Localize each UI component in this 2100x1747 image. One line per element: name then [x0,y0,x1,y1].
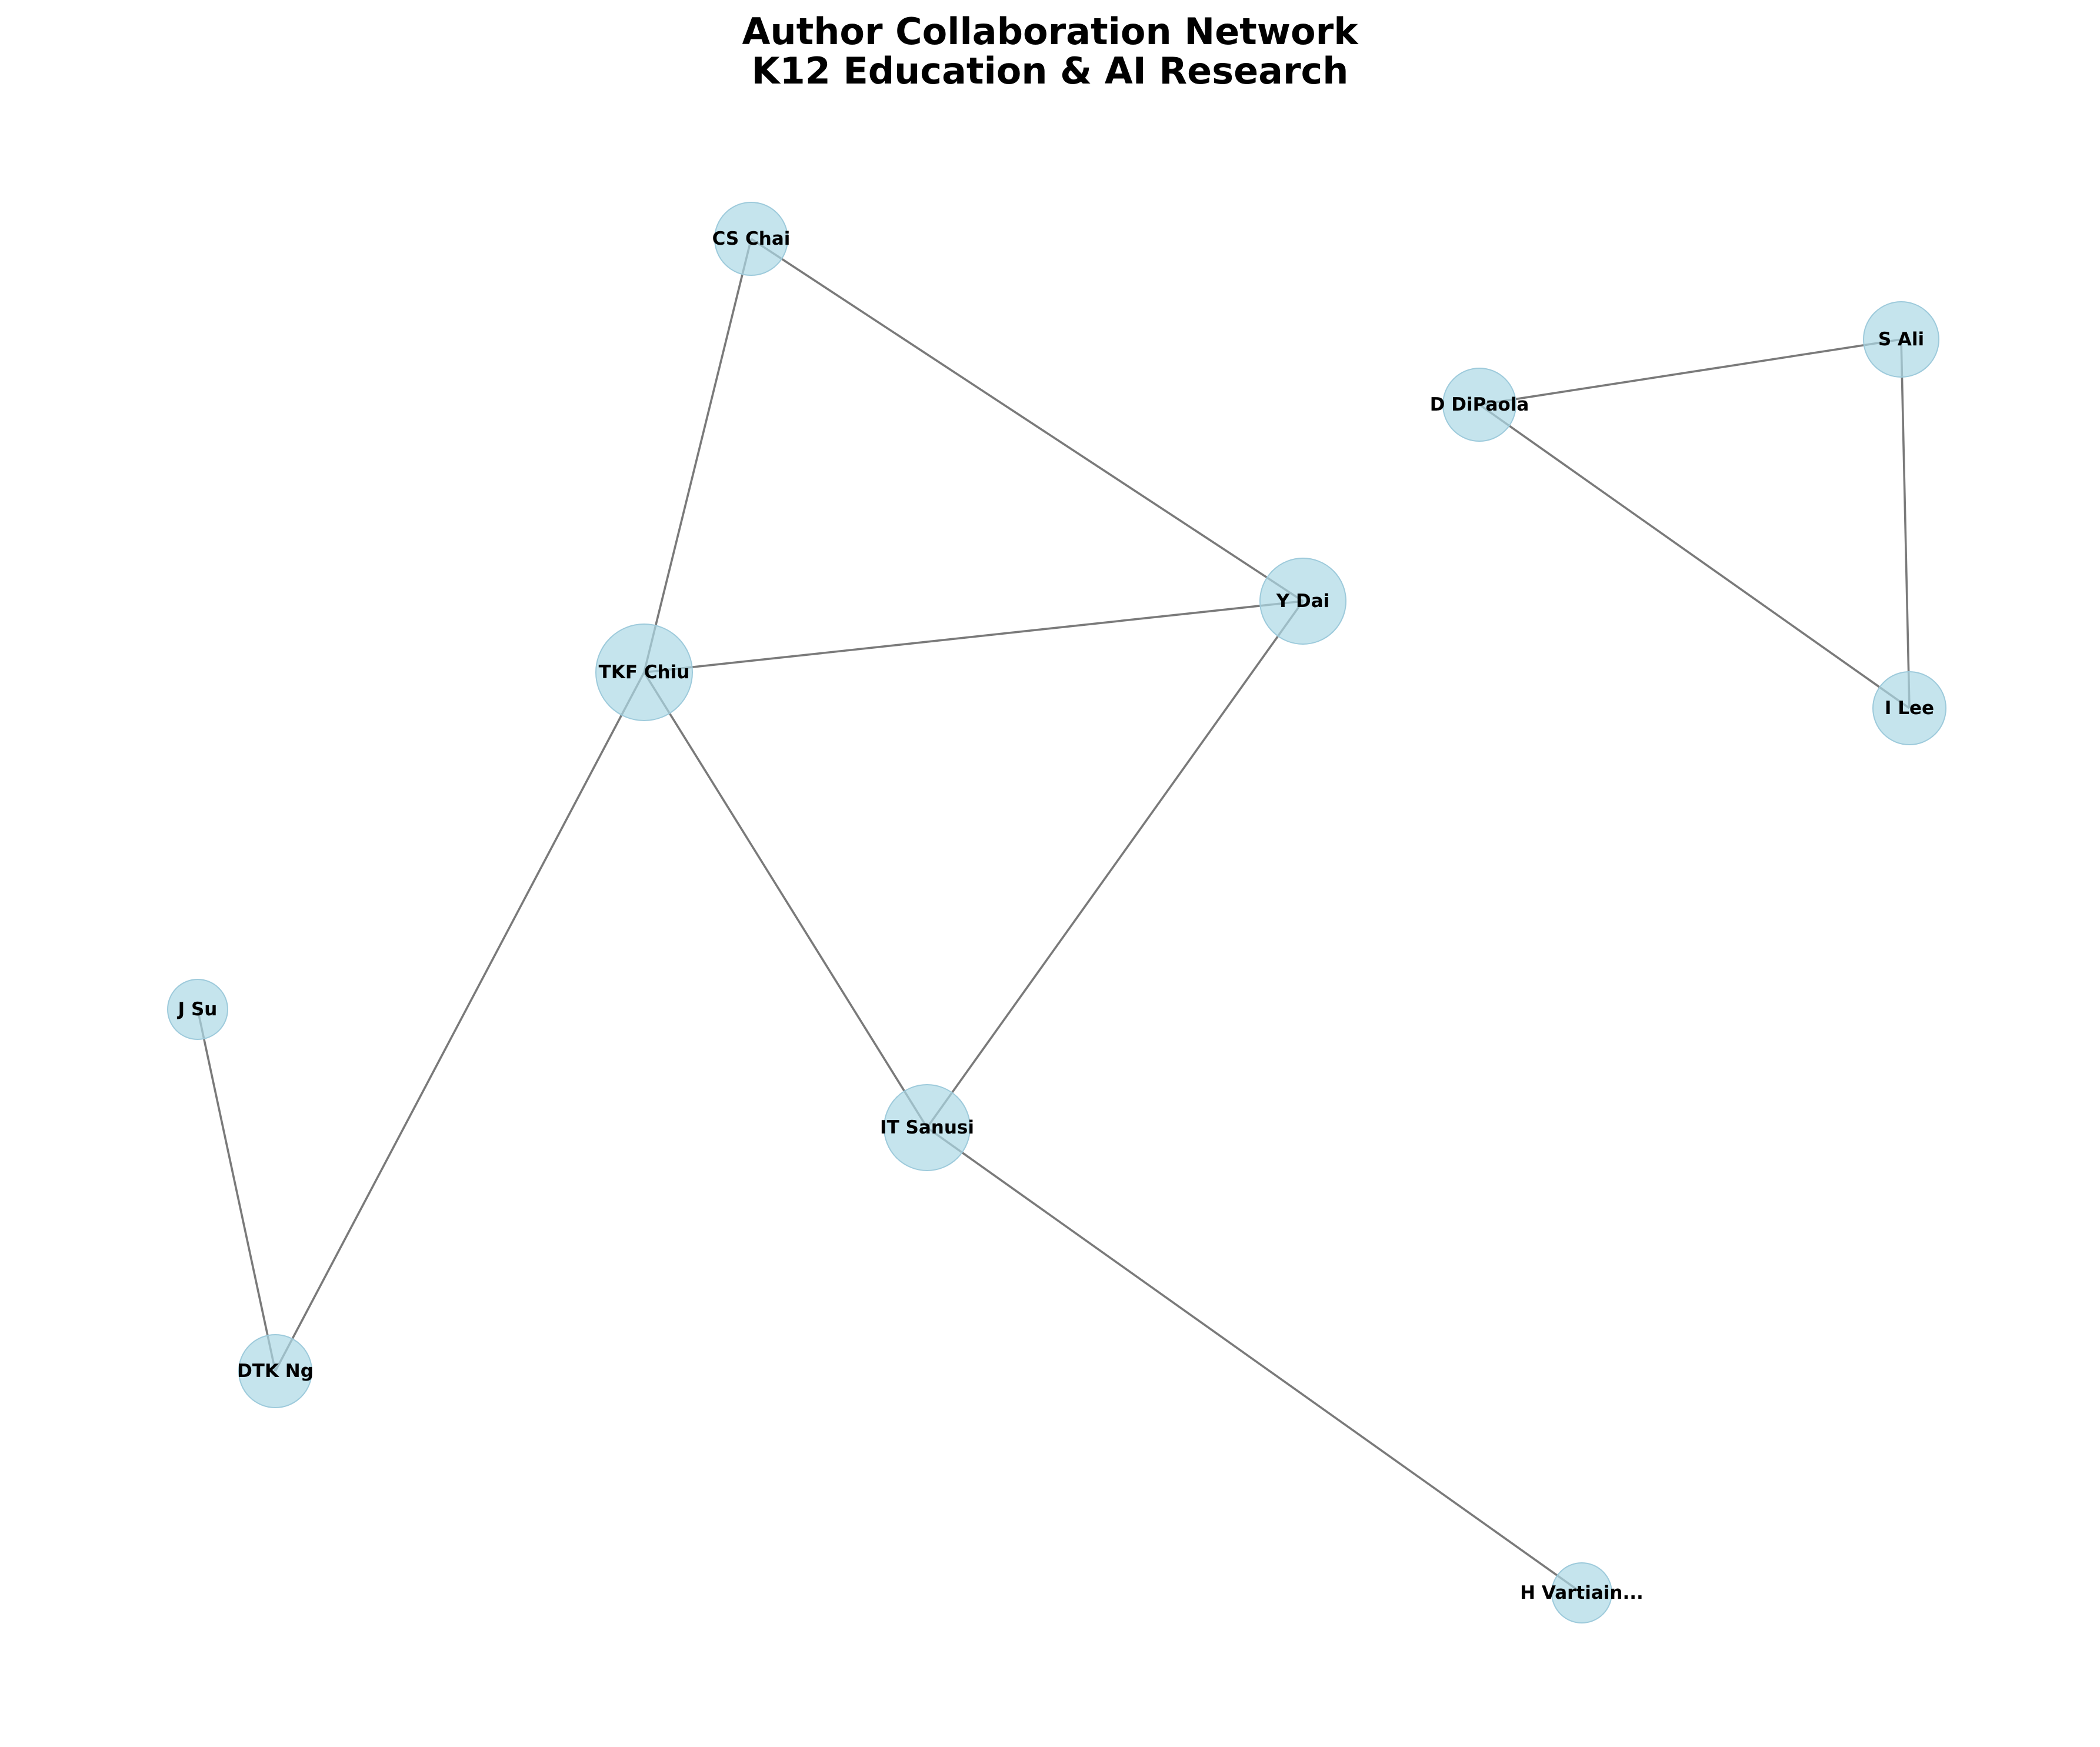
edge-tkf-its [643,672,928,1128]
edge-its-hv [926,1126,1583,1594]
node-hv: H Vartiain... [1520,1562,1644,1623]
edge-ydai-its [926,600,1304,1129]
edge-dd-sali [1479,338,1902,406]
node-dd: D DiPaola [1430,368,1529,442]
edges-layer [196,238,1911,1594]
edge-tkf-dtk [274,672,645,1372]
node-label-tkf: TKF Chiu [599,662,690,683]
node-circle-its [884,1084,971,1171]
node-circle-ilee [1872,671,1946,745]
node-sali: S Ali [1863,301,1939,378]
edge-cs-ydai [751,238,1304,602]
edge-tkf-ydai [644,600,1304,674]
node-circle-tkf [595,624,693,721]
edge-jsu-dtk [196,1009,276,1372]
node-jsu: J Su [167,979,228,1040]
node-circle-sali [1863,301,1939,378]
node-cs: CS Chai [712,202,791,276]
node-label-cs: CS Chai [712,228,791,249]
node-ydai: Y Dai [1259,558,1346,645]
edge-dd-ilee [1478,404,1911,709]
node-circle-cs [714,202,788,276]
node-label-dd: D DiPaola [1430,394,1529,415]
node-label-ydai: Y Dai [1276,591,1330,612]
node-tkf: TKF Chiu [595,624,693,721]
node-label-dtk: DTK Ng [237,1361,314,1382]
node-label-its: IT Sanusi [880,1117,974,1138]
nodes-layer: TKF Chiu CS Chai Y Dai IT Sanusi DTK Ng J Su H… [167,202,1946,1623]
node-circle-dtk [238,1334,312,1408]
node-label-ilee: I Lee [1885,698,1934,719]
node-label-jsu: J Su [177,999,218,1020]
node-ilee: I Lee [1872,671,1946,745]
node-label-hv: H Vartiain... [1520,1582,1644,1603]
figure-title-line-2: K12 Education & AI Research [752,49,1349,92]
node-circle-hv [1551,1562,1612,1623]
edge-sali-ilee [1900,339,1911,709]
figure-title-line-1: Author Collaboration Network [742,10,1359,53]
node-circle-dd [1442,368,1516,442]
node-circle-jsu [167,979,228,1040]
node-dtk: DTK Ng [237,1334,314,1408]
node-its: IT Sanusi [880,1084,974,1171]
node-label-sali: S Ali [1878,329,1924,350]
edge-cs-tkf [643,238,752,673]
node-circle-ydai [1259,558,1346,645]
